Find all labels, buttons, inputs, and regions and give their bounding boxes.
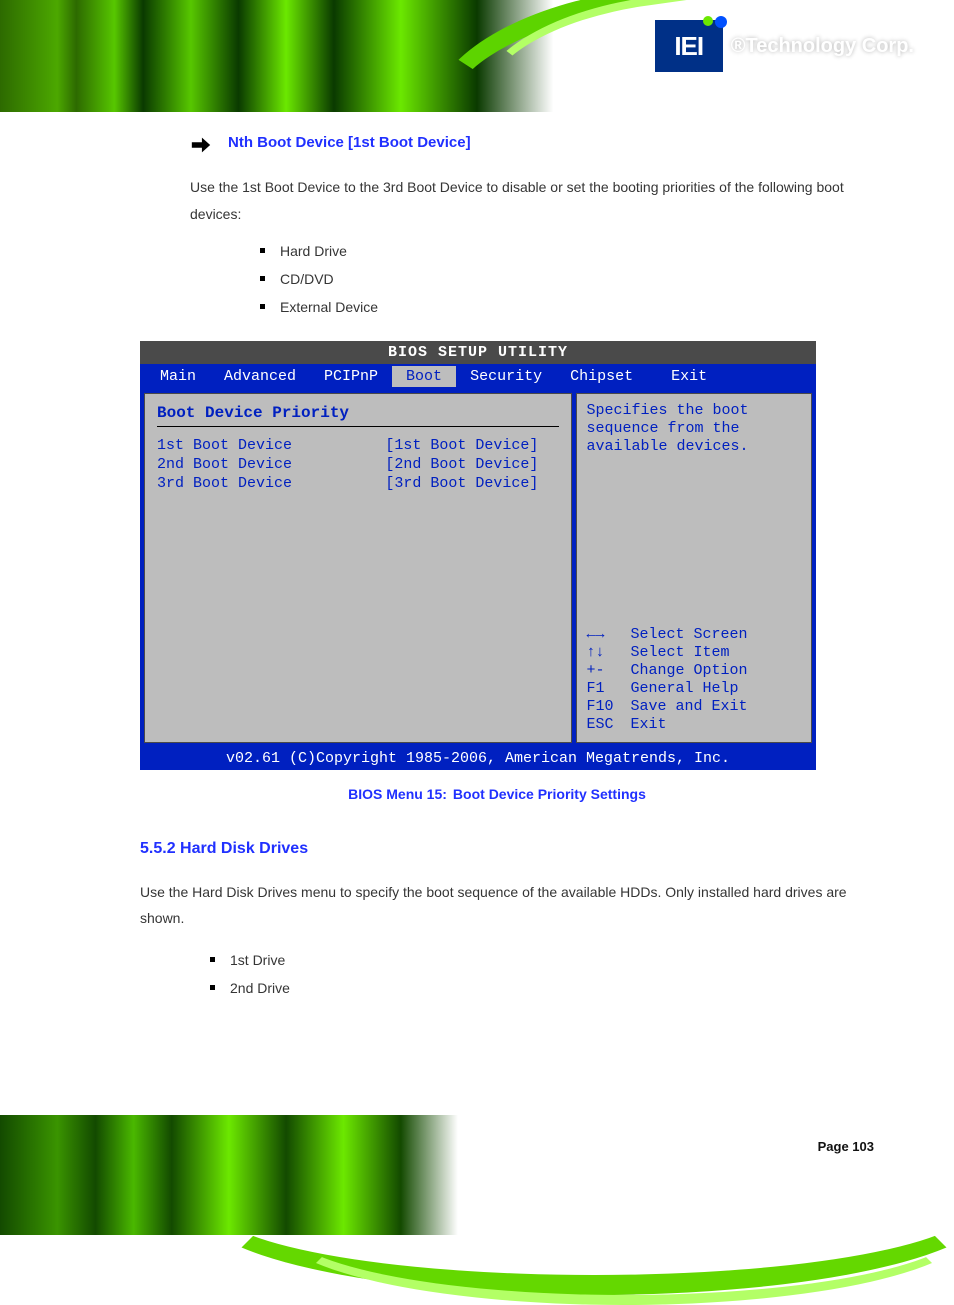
brand-tagline: ®Technology Corp. — [731, 35, 914, 58]
bios-key-desc: Select Screen — [631, 626, 748, 644]
header-banner: IEI ®Technology Corp. — [0, 0, 954, 112]
bios-title: BIOS SETUP UTILITY — [140, 341, 816, 364]
page-body: Nth Boot Device [1st Boot Device] Use th… — [0, 112, 954, 1002]
bios-help-line: sequence from the — [587, 420, 801, 438]
bios-row-label: 1st Boot Device — [157, 437, 292, 456]
figure-caption-prefix: BIOS Menu 15: — [348, 786, 447, 802]
bios-tab-security[interactable]: Security — [456, 366, 556, 387]
figure-caption-rest: Boot Device Priority Settings — [453, 786, 646, 802]
section2-paragraph: Use the Hard Disk Drives menu to specify… — [140, 879, 854, 932]
bios-key: F1 — [587, 680, 631, 698]
bios-panels: Boot Device Priority 1st Boot Device [1s… — [140, 389, 816, 747]
brand-logo-text: IEI — [674, 31, 703, 62]
logo-dot-blue — [715, 16, 727, 28]
bios-key-row: +-Change Option — [587, 662, 801, 680]
bios-tab-chipset[interactable]: Chipset — [556, 366, 647, 387]
arrow-right-icon — [190, 134, 212, 156]
bios-key: F10 — [587, 698, 631, 716]
bios-key-row: F10Save and Exit — [587, 698, 801, 716]
footer-banner: Page 103 — [0, 1115, 954, 1235]
bios-row-value: [1st Boot Device] — [385, 437, 538, 456]
page-number-label: Page 103 — [808, 1135, 884, 1158]
bios-key-row: ←→Select Screen — [587, 626, 801, 644]
footer-right: Page 103 — [808, 1135, 884, 1158]
bios-tab-main[interactable]: Main — [146, 366, 210, 387]
section-heading: 5.5.2 Hard Disk Drives — [140, 838, 854, 860]
bios-tab-advanced[interactable]: Advanced — [210, 366, 310, 387]
bios-tab-boot[interactable]: Boot — [392, 366, 456, 387]
bios-tab-pcipnp[interactable]: PCIPnP — [310, 366, 392, 387]
bios-section-title: Boot Device Priority — [157, 404, 559, 422]
bios-key-desc: Change Option — [631, 662, 748, 680]
bios-row[interactable]: 1st Boot Device [1st Boot Device] — [157, 437, 538, 456]
bios-row[interactable]: 3rd Boot Device [3rd Boot Device] — [157, 475, 538, 494]
bios-key-row: ↑↓Select Item — [587, 644, 801, 662]
list-item: CD/DVD — [260, 265, 854, 293]
decorative-swoosh — [274, 1145, 954, 1305]
brand-logo: IEI — [655, 20, 723, 72]
bios-left-panel: Boot Device Priority 1st Boot Device [1s… — [144, 393, 572, 743]
bios-tab-bar: Main Advanced PCIPnP Boot Security Chips… — [140, 364, 816, 389]
bios-tab-exit[interactable]: Exit — [657, 366, 721, 387]
bios-help-line: Specifies the boot — [587, 402, 801, 420]
bios-row[interactable]: 2nd Boot Device [2nd Boot Device] — [157, 456, 538, 475]
list-item: External Device — [260, 293, 854, 321]
bios-key: ESC — [587, 716, 631, 734]
heading-nth-rest: th — [239, 134, 253, 151]
intro-paragraph: Use the 1st Boot Device to the 3rd Boot … — [190, 174, 854, 227]
bios-help-text: Specifies the boot sequence from the ava… — [587, 402, 801, 456]
bios-right-panel: Specifies the boot sequence from the ava… — [576, 393, 812, 743]
bios-key-row: ESCExit — [587, 716, 801, 734]
device-bullet-list: Hard Drive CD/DVD External Device — [260, 237, 854, 321]
brand-box: IEI ®Technology Corp. — [655, 20, 914, 72]
bios-key-desc: Save and Exit — [631, 698, 748, 716]
list-item: Hard Drive — [260, 237, 854, 265]
heading-text: Nth Boot Device [1st Boot Device] — [228, 132, 471, 153]
bios-row-label: 3rd Boot Device — [157, 475, 292, 494]
bios-row-value: [2nd Boot Device] — [385, 456, 538, 475]
bios-key-desc: Select Item — [631, 644, 730, 662]
bios-key-desc: General Help — [631, 680, 739, 698]
bios-row-label: 2nd Boot Device — [157, 456, 292, 475]
figure-caption: BIOS Menu 15: Boot Device Priority Setti… — [140, 786, 854, 802]
bios-key-desc: Exit — [631, 716, 667, 734]
bios-key-legend: ←→Select Screen ↑↓Select Item +-Change O… — [587, 626, 801, 734]
bios-key: +- — [587, 662, 631, 680]
bios-footer: v02.61 (C)Copyright 1985-2006, American … — [140, 747, 816, 770]
bios-help-line: available devices. — [587, 438, 801, 456]
drive-bullet-list: 1st Drive 2nd Drive — [210, 946, 854, 1002]
bios-key: ↑↓ — [587, 644, 631, 662]
list-item: 2nd Drive — [210, 974, 854, 1002]
heading-label: Boot Device [1st Boot Device] — [253, 134, 471, 151]
bios-key: ←→ — [587, 626, 631, 644]
heading-row: Nth Boot Device [1st Boot Device] — [140, 132, 854, 156]
bios-divider — [157, 426, 559, 427]
bios-screenshot: BIOS SETUP UTILITY Main Advanced PCIPnP … — [140, 341, 816, 770]
bios-row-value: [3rd Boot Device] — [385, 475, 538, 494]
logo-dot-green — [703, 16, 713, 26]
heading-nth-prefix: N — [228, 134, 239, 151]
list-item: 1st Drive — [210, 946, 854, 974]
bios-key-row: F1General Help — [587, 680, 801, 698]
